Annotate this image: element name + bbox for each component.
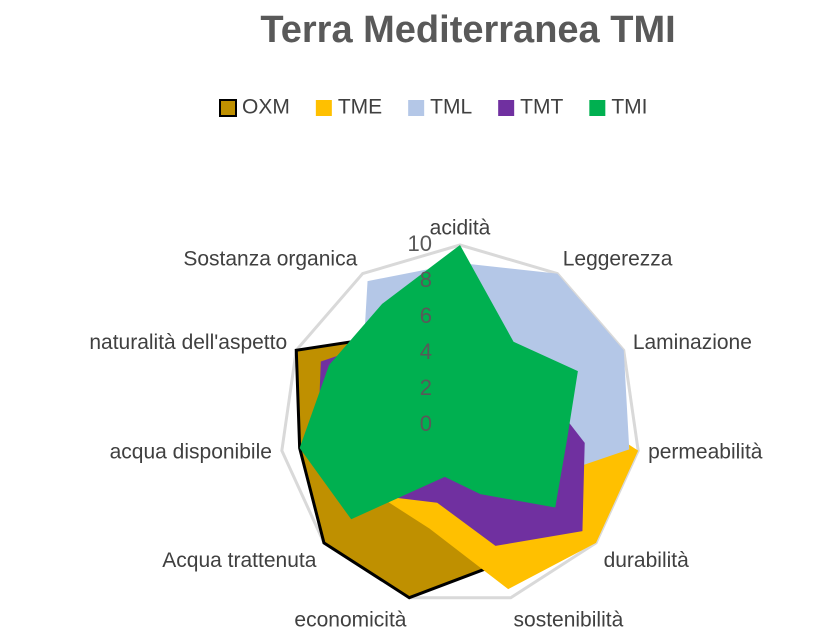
category-label: Laminazione xyxy=(633,331,752,354)
category-label: Sostanza organica xyxy=(183,248,357,271)
legend-swatch xyxy=(408,100,425,116)
r-tick-label: 8 xyxy=(420,267,432,292)
legend-swatch xyxy=(589,100,606,116)
legend-label: TME xyxy=(338,96,382,119)
category-label: acqua disponibile xyxy=(110,440,272,463)
category-label: durabilità xyxy=(604,549,690,572)
legend-swatch xyxy=(498,100,515,116)
legend-label: TMI xyxy=(611,96,647,119)
legend-label: OXM xyxy=(242,96,290,119)
r-tick-label: 2 xyxy=(420,375,432,400)
category-label: economicità xyxy=(294,609,406,632)
legend-swatch xyxy=(219,99,237,117)
outer-ring xyxy=(280,243,640,600)
r-tick-label: 6 xyxy=(420,303,432,328)
category-label: acidità xyxy=(430,217,491,240)
r-tick-label: 10 xyxy=(408,231,432,256)
legend-label: TMT xyxy=(520,96,563,119)
chart-title: Terra Mediterranea TMI xyxy=(260,9,675,51)
legend-swatch xyxy=(315,100,332,116)
category-label: Leggerezza xyxy=(563,248,673,271)
r-tick-label: 0 xyxy=(420,411,432,436)
category-label: sostenibilità xyxy=(514,609,624,632)
series-area xyxy=(299,245,578,520)
legend-label: TML xyxy=(430,96,472,119)
category-label: Acqua trattenuta xyxy=(162,549,316,572)
r-tick-label: 4 xyxy=(420,339,432,364)
category-label: naturalità dell'aspetto xyxy=(89,331,287,354)
category-label: permeabilità xyxy=(648,440,763,463)
